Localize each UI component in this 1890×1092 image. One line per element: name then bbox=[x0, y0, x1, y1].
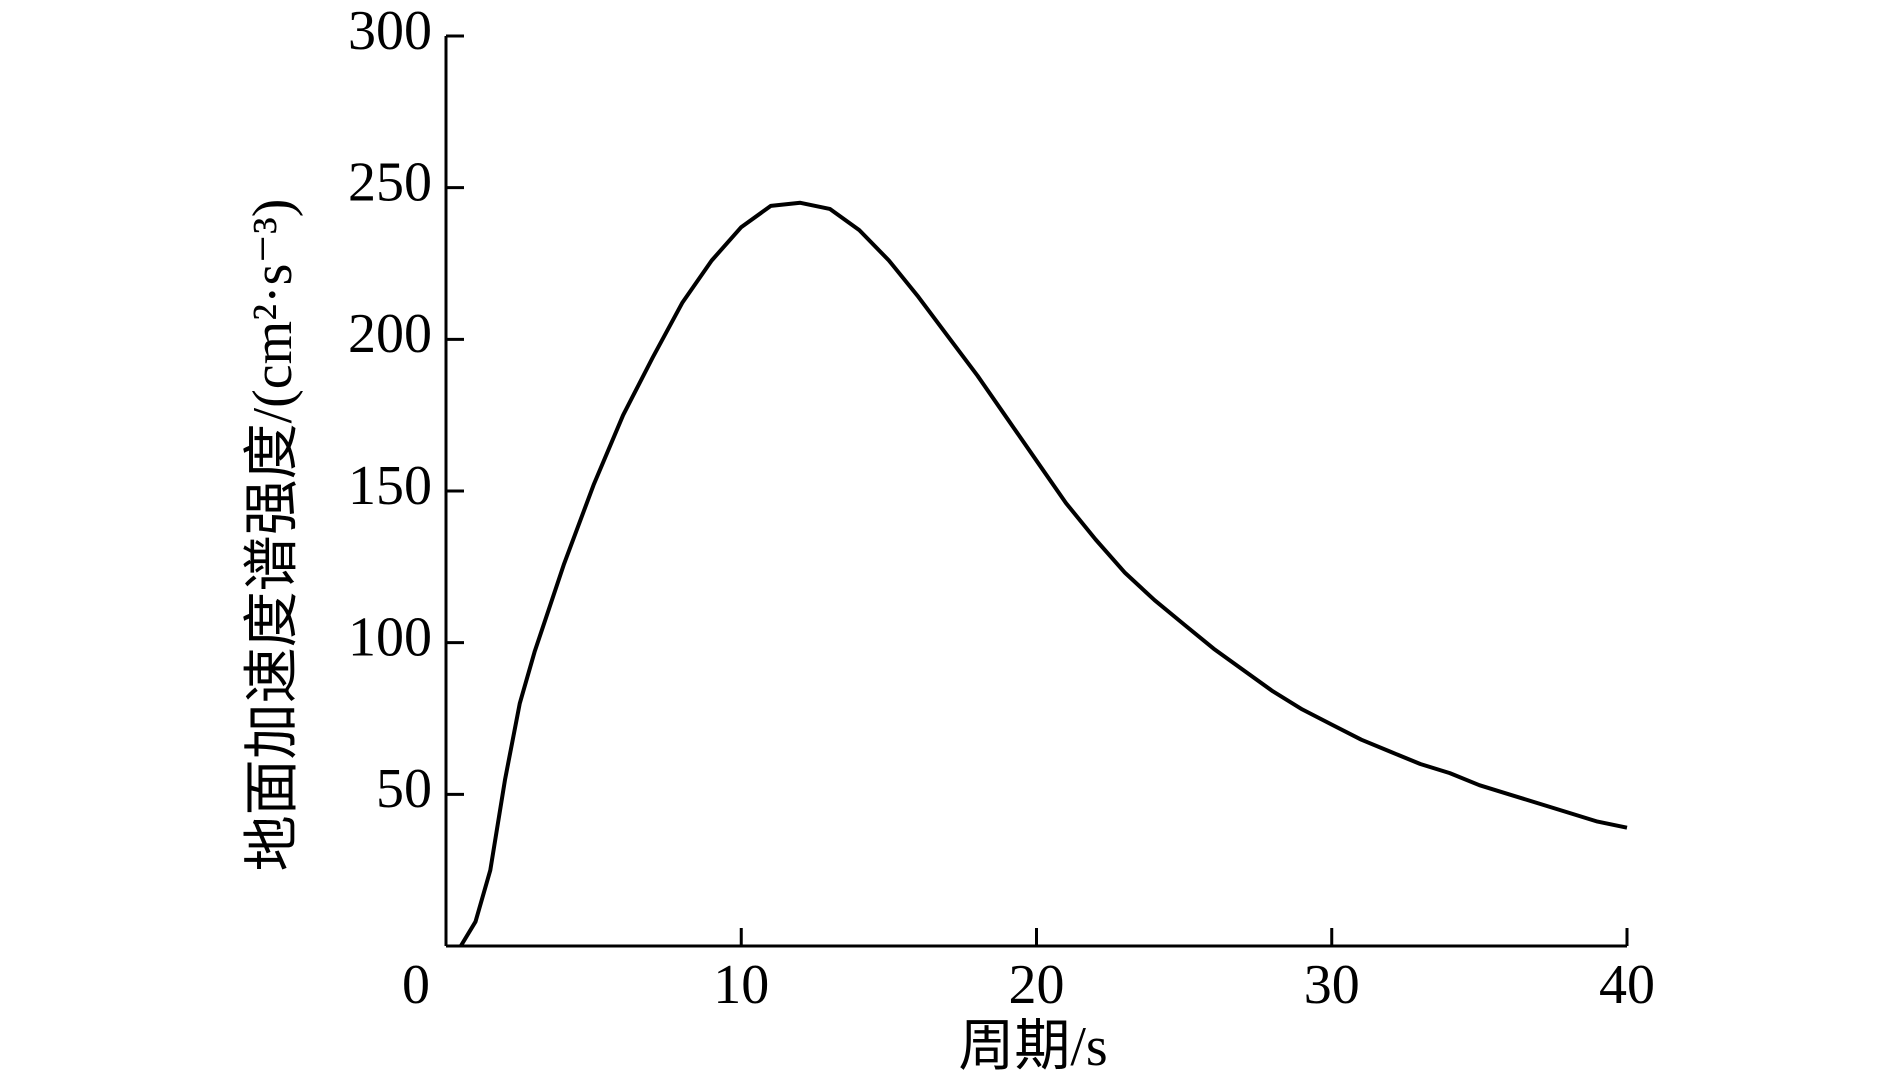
y-tick-label: 200 bbox=[348, 303, 432, 365]
y-tick-label: 50 bbox=[376, 758, 432, 820]
x-tick-label: 40 bbox=[1599, 954, 1655, 1016]
x-tick-label: 0 bbox=[402, 954, 430, 1016]
x-tick-label: 20 bbox=[1009, 954, 1065, 1016]
y-tick-label: 150 bbox=[348, 455, 432, 517]
y-tick-label: 100 bbox=[348, 607, 432, 669]
x-axis-label: 周期/s bbox=[958, 1016, 1107, 1078]
y-axis-label: 地面加速度谱强度/(cm²·s⁻³) bbox=[242, 199, 304, 872]
x-tick-label: 30 bbox=[1304, 954, 1360, 1016]
y-tick-label: 300 bbox=[348, 0, 432, 62]
y-tick-label: 250 bbox=[348, 152, 432, 214]
x-tick-label: 10 bbox=[713, 954, 769, 1016]
line-series bbox=[459, 200, 1628, 948]
